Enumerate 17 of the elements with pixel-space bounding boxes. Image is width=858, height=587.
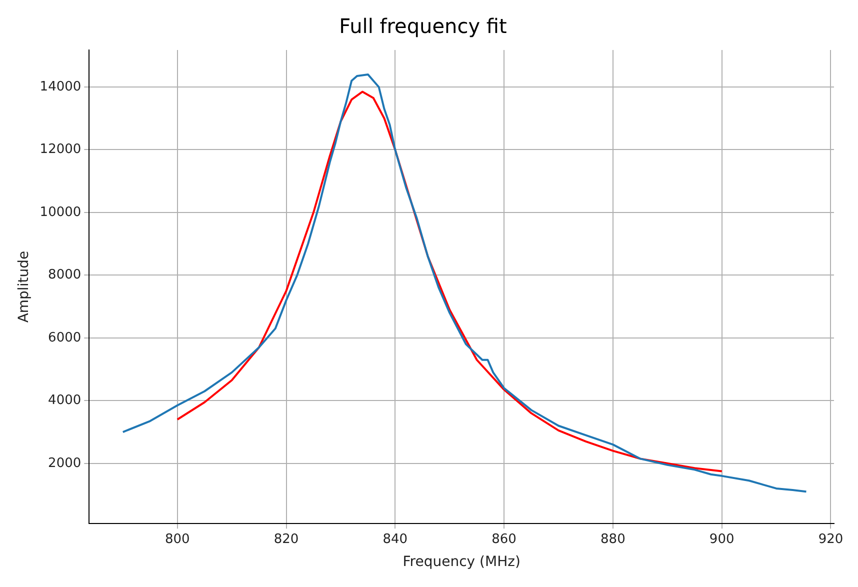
- x-tick-label: 900: [709, 532, 734, 547]
- chart-title: Full frequency fit: [339, 14, 507, 38]
- x-tick-label: 880: [600, 532, 626, 547]
- y-tick-label: 10000: [40, 204, 82, 220]
- x-tick-label: 860: [492, 532, 516, 547]
- y-tick-label: 8000: [48, 268, 82, 283]
- y-tick-label: 2000: [48, 456, 82, 471]
- y-tick-label: 12000: [40, 142, 82, 158]
- x-tick-label: 820: [274, 532, 299, 547]
- y-tick-label: 4000: [48, 393, 82, 408]
- y-tick-label: 14000: [40, 79, 82, 94]
- x-tick-label: 800: [164, 532, 190, 547]
- y-axis-title: Amplitude: [16, 250, 32, 323]
- y-tick-label: 6000: [48, 330, 82, 346]
- x-tick-label: 920: [818, 532, 844, 547]
- x-axis-title: Frequency (MHz): [402, 554, 520, 570]
- x-tick-label: 840: [382, 532, 408, 547]
